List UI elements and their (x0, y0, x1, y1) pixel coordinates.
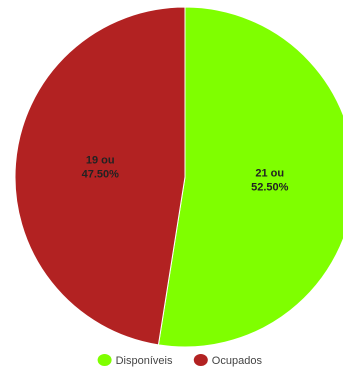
legend-swatch (97, 354, 112, 366)
pie-slice-disponiveis[interactable] (157, 6, 343, 348)
slice-label-percent: 52.50% (251, 182, 289, 194)
pie-slice-ocupados[interactable] (14, 6, 186, 346)
legend: Disponíveis Ocupados (97, 354, 263, 367)
slice-labels: 21 ou 52.50% 19 ou 47.50% (82, 154, 289, 193)
legend-label: Disponíveis (116, 355, 173, 367)
legend-swatch (193, 354, 208, 366)
slice-label-percent: 47.50% (82, 168, 120, 180)
legend-label: Ocupados (212, 355, 263, 367)
slice-label-ocupados: 19 ou 47.50% (82, 154, 120, 180)
pie-slices (14, 6, 343, 348)
slice-label-count: 19 ou (86, 154, 115, 166)
legend-item-disponiveis[interactable]: Disponíveis (97, 354, 173, 367)
slice-label-disponiveis: 21 ou 52.50% (251, 168, 289, 194)
slice-label-count: 21 ou (255, 168, 284, 180)
legend-item-ocupados[interactable]: Ocupados (193, 354, 263, 367)
